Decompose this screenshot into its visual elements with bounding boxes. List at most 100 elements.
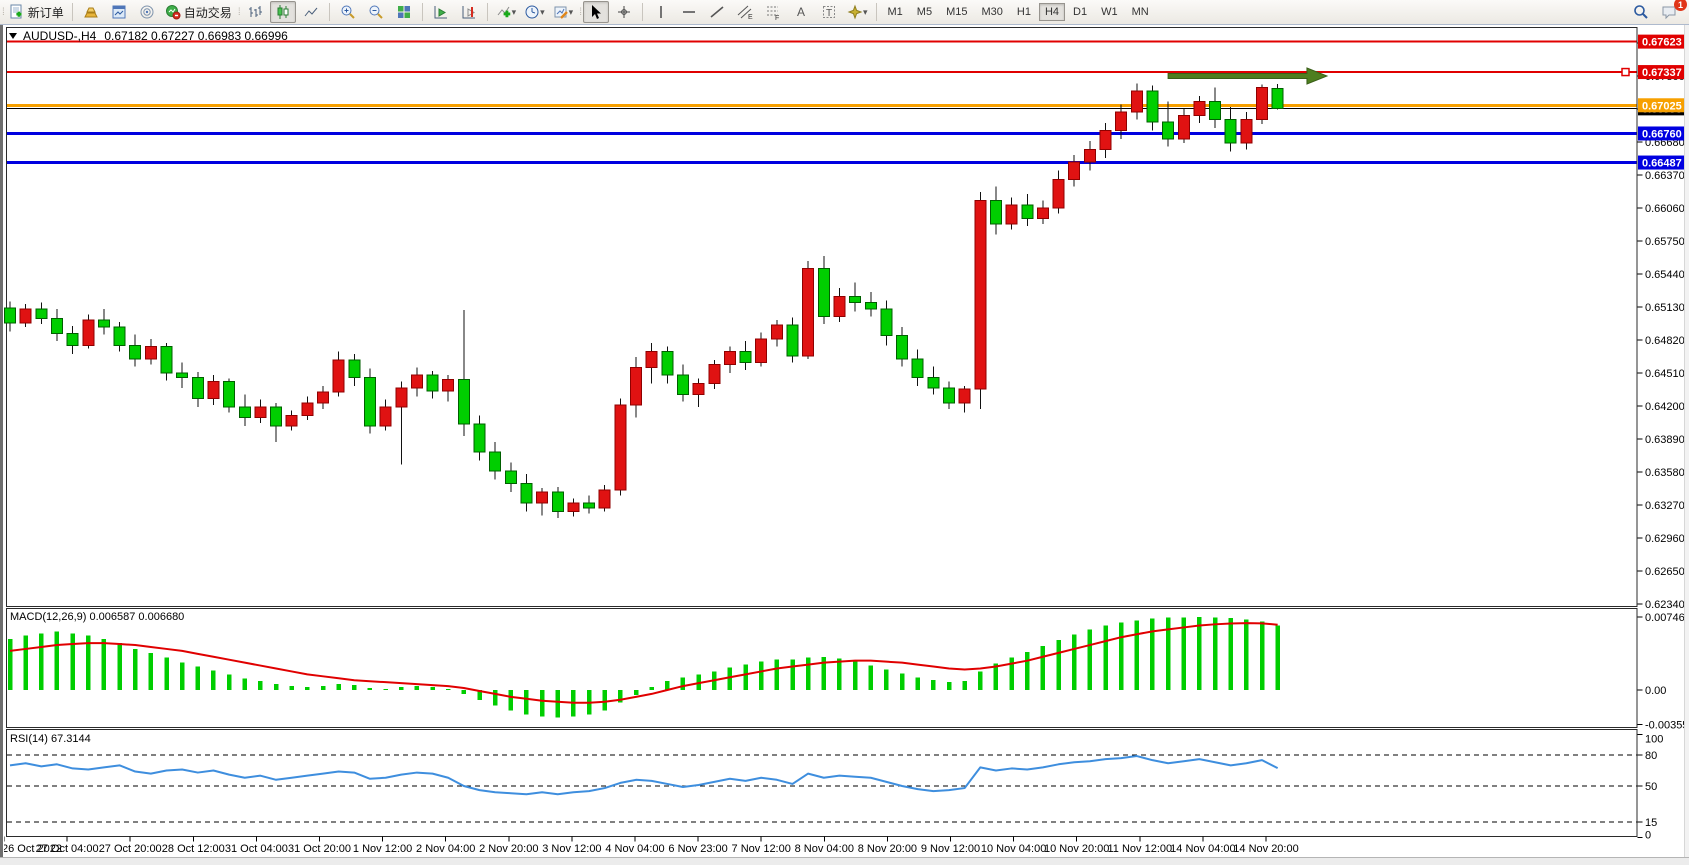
bar-chart-button[interactable] <box>242 1 268 23</box>
svg-text:0.63270: 0.63270 <box>1645 500 1685 512</box>
svg-text:2 Nov 20:00: 2 Nov 20:00 <box>479 843 538 855</box>
radar-button[interactable] <box>134 1 160 23</box>
periods-icon <box>525 5 539 19</box>
fibonacci-button[interactable]: F <box>760 1 786 23</box>
toolbar-grip: ⁞ <box>579 6 581 18</box>
text-label-icon: T <box>822 6 835 19</box>
svg-text:F: F <box>775 15 779 20</box>
toolbar-grip: ⁞ <box>2 6 4 18</box>
auto-scroll-button[interactable] <box>428 1 454 23</box>
svg-text:10 Nov 20:00: 10 Nov 20:00 <box>1044 843 1109 855</box>
separator <box>421 3 423 21</box>
svg-text:0.007465: 0.007465 <box>1645 612 1689 624</box>
timeframe-M5[interactable]: M5 <box>916 6 933 18</box>
equidistant-channel-button[interactable]: E <box>732 1 758 23</box>
vertical-line-icon <box>660 6 662 18</box>
macd-values: 0.006587 0.006680 <box>89 611 185 623</box>
search-button[interactable] <box>1628 1 1654 23</box>
equidistant-channel-icon: E <box>737 5 753 20</box>
new-order-label: 新订单 <box>27 5 64 20</box>
macd-indicator-label: MACD(12,26,9) 0.006587 0.006680 <box>10 611 184 623</box>
svg-text:14 Nov 20:00: 14 Nov 20:00 <box>1233 843 1298 855</box>
rsi-indicator-label: RSI(14) 67.3144 <box>10 733 91 745</box>
timeframe-H4[interactable]: H4 <box>1038 3 1065 21</box>
zoom-out-icon <box>369 5 383 19</box>
notifications-button[interactable]: 1 <box>1656 0 1687 23</box>
indicators-button[interactable]: ▾ <box>493 1 520 23</box>
timeframe-W1[interactable]: W1 <box>1101 6 1118 18</box>
arrows-button[interactable]: ▾ <box>844 1 871 23</box>
text-button[interactable]: A <box>788 1 814 23</box>
svg-text:0.65440: 0.65440 <box>1645 269 1685 281</box>
search-icon <box>1634 5 1648 19</box>
svg-text:2 Nov 04:00: 2 Nov 04:00 <box>416 843 475 855</box>
svg-text:7 Nov 12:00: 7 Nov 12:00 <box>732 843 791 855</box>
vertical-line-button[interactable] <box>648 1 674 23</box>
main-toolbar: ⁞ 新订单 <box>0 0 1689 25</box>
svg-text:6 Nov 23:00: 6 Nov 23:00 <box>668 843 727 855</box>
fibonacci-icon: F <box>766 6 779 20</box>
window-right-gutter <box>1684 24 1689 865</box>
text-icon: A <box>797 5 805 19</box>
gold-ingot-icon <box>83 7 98 18</box>
timeframe-toolbar: M1 M5 M15 M30 H1 H4 D1 W1 MN <box>881 3 1156 21</box>
svg-text:T: T <box>826 8 832 19</box>
ohlc-label: 0.67182 0.67227 0.66983 0.66996 <box>104 29 288 43</box>
trendline-button[interactable] <box>704 1 730 23</box>
radar-icon <box>140 5 154 19</box>
trendline-icon <box>710 6 724 18</box>
cursor-icon <box>591 5 601 19</box>
separator <box>641 3 643 21</box>
timeframe-M1[interactable]: M1 <box>887 6 903 18</box>
crosshair-button[interactable] <box>611 1 637 23</box>
svg-text:8 Nov 20:00: 8 Nov 20:00 <box>858 843 917 855</box>
svg-text:9 Nov 12:00: 9 Nov 12:00 <box>921 843 980 855</box>
text-label-button[interactable]: T <box>816 1 842 23</box>
candlestick-chart-button[interactable] <box>269 1 296 23</box>
gold-button[interactable] <box>78 1 104 23</box>
templates-button[interactable]: ▾ <box>550 1 577 23</box>
line-chart-icon <box>304 7 317 17</box>
separator <box>486 3 488 21</box>
timeframe-M30[interactable]: M30 <box>981 6 1003 18</box>
cursor-button[interactable] <box>582 1 609 23</box>
window-left-border <box>0 24 4 865</box>
templates-icon <box>554 6 568 19</box>
periods-button[interactable]: ▾ <box>521 1 548 23</box>
rsi-name: RSI(14) <box>10 733 48 745</box>
chevron-down-icon: ▾ <box>568 6 574 17</box>
horizontal-line-button[interactable] <box>676 1 702 23</box>
zoom-out-button[interactable] <box>363 1 389 23</box>
svg-text:4 Nov 04:00: 4 Nov 04:00 <box>605 843 664 855</box>
chevron-down-icon: ▾ <box>540 6 545 17</box>
line-chart-button[interactable] <box>298 1 324 23</box>
svg-text:8 Nov 04:00: 8 Nov 04:00 <box>795 843 854 855</box>
svg-text:0.66760: 0.66760 <box>1642 128 1682 140</box>
svg-text:14 Nov 04:00: 14 Nov 04:00 <box>1170 843 1235 855</box>
toolbar-grip: ⁞ <box>237 6 240 18</box>
new-order-icon <box>10 4 22 19</box>
chart-window-button[interactable] <box>106 1 132 23</box>
new-order-button[interactable]: 新订单 <box>6 1 67 23</box>
timeframe-M15[interactable]: M15 <box>946 6 968 18</box>
candlestick-icon <box>277 5 289 19</box>
rsi-value: 67.3144 <box>50 733 91 745</box>
symbol-dropdown-icon[interactable] <box>9 33 17 39</box>
svg-text:0.66370: 0.66370 <box>1645 170 1685 182</box>
chart-shift-button[interactable] <box>456 1 482 23</box>
autotrading-button[interactable]: 自动交易 <box>162 1 235 23</box>
zoom-in-button[interactable] <box>335 1 361 23</box>
timeframe-D1[interactable]: D1 <box>1073 6 1088 18</box>
svg-text:0.64820: 0.64820 <box>1645 335 1685 347</box>
timeframe-H1[interactable]: H1 <box>1016 6 1031 18</box>
svg-text:-0.003551: -0.003551 <box>1645 720 1689 732</box>
timeframe-MN[interactable]: MN <box>1131 6 1149 18</box>
svg-text:0.62340: 0.62340 <box>1645 599 1685 611</box>
tile-windows-button[interactable] <box>391 1 417 23</box>
svg-text:26 Oct 2022: 26 Oct 2022 <box>2 843 62 855</box>
svg-text:0.65750: 0.65750 <box>1645 236 1685 248</box>
autotrading-icon <box>165 5 181 20</box>
chevron-down-icon: ▾ <box>862 6 868 17</box>
